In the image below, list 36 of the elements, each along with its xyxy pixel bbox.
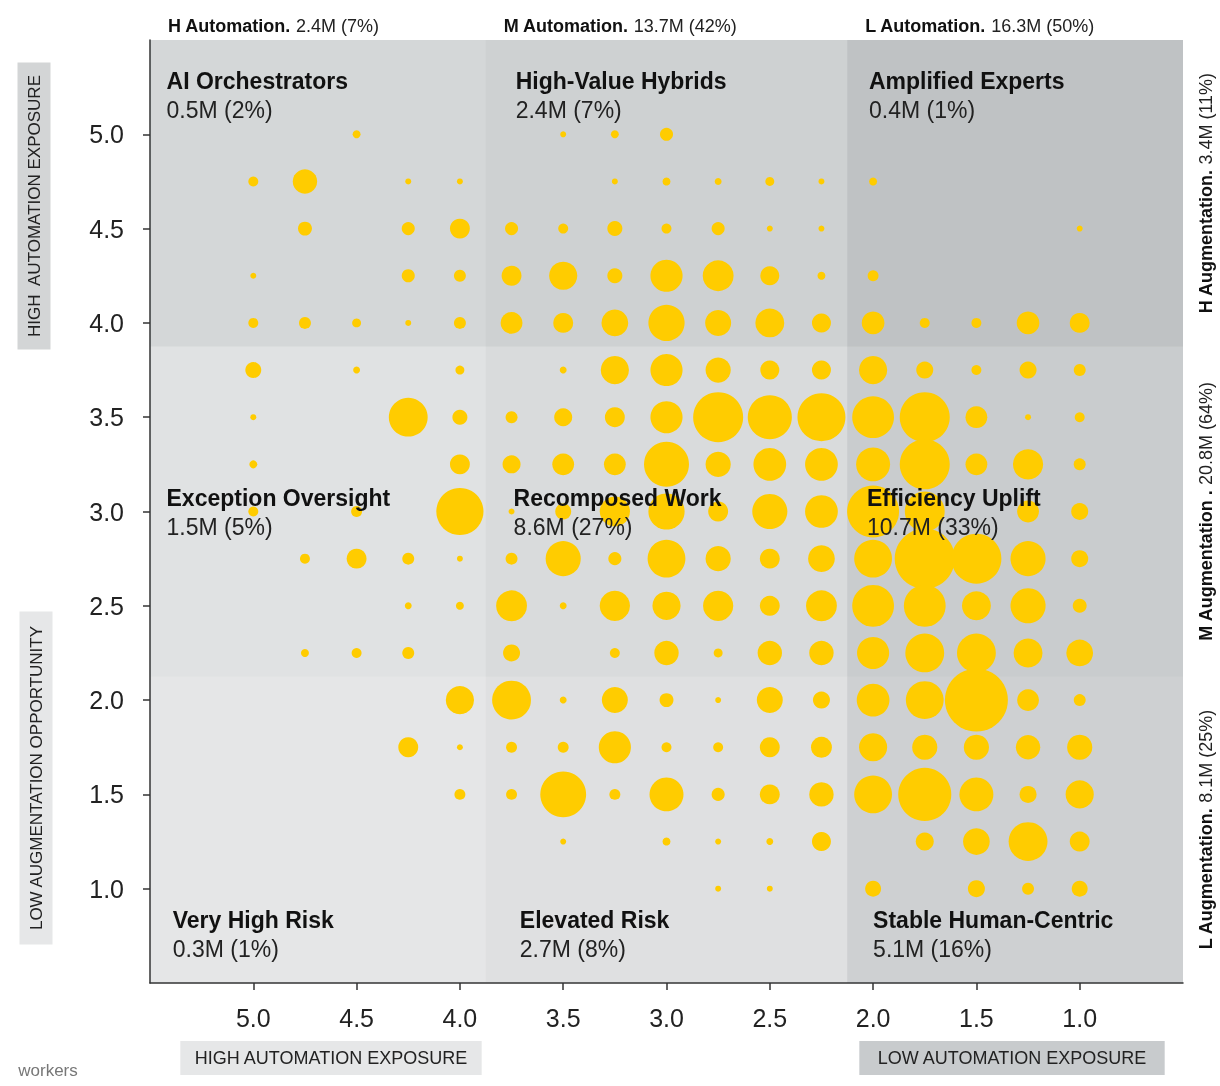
band-label: M Automation. 13.7M (42%) (503, 16, 737, 36)
band-label: M Augmentation . 20.8M (64%) (1196, 381, 1216, 641)
x-tick-label: 1.0 (1062, 1003, 1098, 1032)
text: LOW AUGMENTATION OPPORTUNITY (26, 625, 46, 931)
x-tick-label: 4.0 (442, 1003, 478, 1032)
x-tick-label: 2.0 (855, 1003, 891, 1032)
x-tick-label: 3.0 (649, 1003, 684, 1032)
text: HIGH AUTOMATION EXPOSURE (24, 75, 44, 337)
annotation: Exception Oversight 1.5M (5%) (166, 484, 391, 540)
x-tick-label: 1.5 (959, 1003, 994, 1032)
y-tick-label: 1.0 (89, 874, 124, 903)
band-label: H Augmentation. 3.4M (11%) (1196, 72, 1216, 314)
band-label: L Automation. 16.3M (50%) (865, 16, 1095, 36)
x-tick-label: 3.5 (545, 1003, 581, 1032)
y-tick-label: 3.5 (89, 403, 124, 432)
y-tick-label: 2.0 (89, 686, 124, 715)
annotation: Very High Risk 0.3M (1%) (172, 907, 334, 963)
y-tick-label: 4.0 (89, 308, 124, 337)
x-tick-label: 4.5 (339, 1003, 374, 1032)
text: LOW AUTOMATION EXPOSURE (877, 1048, 1147, 1068)
y-tick-label: 1.5 (89, 780, 124, 809)
y-tick-label: 4.5 (89, 214, 124, 243)
annotation: AI Orchestrators 0.5M (2%) (166, 67, 349, 123)
annotation: Elevated Risk 2.7M (8%) (519, 907, 670, 963)
annotation: Amplified Experts 0.4M (1%) (868, 67, 1065, 123)
text: workers (17, 1060, 78, 1080)
x-tick-label: 5.0 (235, 1003, 271, 1032)
y-tick-label: 2.5 (89, 591, 124, 620)
y-tick-label: 5.0 (89, 120, 124, 149)
x-tick-label: 2.5 (752, 1003, 788, 1032)
annotation: Stable Human-Centric 5.1M (16%) (873, 907, 1114, 963)
band-label: L Augmentation. 8.1M (25%) (1196, 709, 1216, 950)
y-tick-label: 3.0 (89, 497, 124, 526)
band-label: H Automation. 2.4M (7%) (168, 16, 380, 36)
annotation: High-Value Hybrids 2.4M (7%) (515, 67, 727, 123)
text: HIGH AUTOMATION EXPOSURE (194, 1048, 468, 1068)
